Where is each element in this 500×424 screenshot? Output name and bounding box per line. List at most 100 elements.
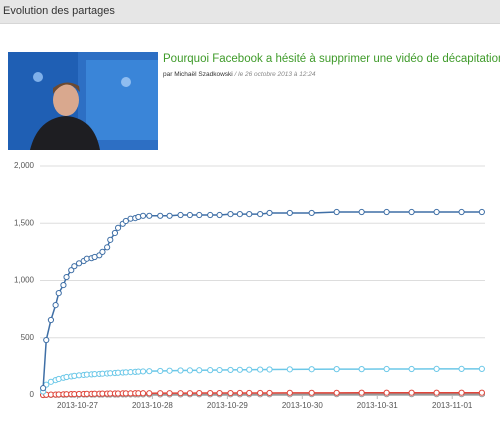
data-point bbox=[146, 390, 153, 397]
data-point bbox=[227, 366, 234, 374]
data-point bbox=[266, 389, 273, 397]
data-point bbox=[358, 208, 365, 216]
data-point bbox=[216, 211, 223, 219]
data-point bbox=[157, 367, 164, 375]
data-point bbox=[333, 366, 340, 373]
data-point bbox=[196, 389, 203, 397]
data-point bbox=[146, 212, 153, 219]
data-point bbox=[216, 366, 223, 374]
y-tick-label: 1,000 bbox=[14, 276, 35, 285]
data-point bbox=[186, 390, 193, 397]
data-point bbox=[196, 211, 203, 219]
data-point bbox=[146, 368, 153, 375]
data-point bbox=[139, 390, 147, 397]
data-point bbox=[47, 316, 55, 324]
author[interactable]: par Michaël Szadkowski bbox=[163, 71, 233, 78]
article-title-text[interactable]: Pourquoi Facebook a hésité à supprimer u… bbox=[163, 53, 500, 65]
x-tick-label: 2013-10-31 bbox=[357, 401, 398, 410]
data-point bbox=[236, 366, 243, 373]
data-point bbox=[408, 389, 415, 396]
article-photo[interactable] bbox=[8, 52, 158, 150]
data-point bbox=[333, 208, 340, 216]
data-point bbox=[99, 248, 106, 255]
data-point bbox=[227, 210, 234, 218]
y-tick-label: 1,500 bbox=[14, 218, 35, 227]
data-point bbox=[236, 389, 243, 397]
article-title[interactable]: Pourquoi Facebook a hésité à supprimer u… bbox=[163, 52, 500, 65]
data-point bbox=[433, 389, 440, 396]
data-point bbox=[177, 390, 184, 397]
x-tick-label: 2013-10-29 bbox=[207, 401, 248, 410]
data-point bbox=[207, 367, 214, 374]
data-point bbox=[196, 367, 203, 374]
data-point bbox=[216, 389, 223, 397]
chart: 0 500 1,000 1,500 2,000 2013-10-27 2013-10-28 2… bbox=[14, 161, 485, 410]
data-point bbox=[383, 365, 390, 373]
data-point bbox=[257, 389, 264, 397]
data-point bbox=[114, 224, 122, 231]
x-tick-label: 2013-11-01 bbox=[432, 401, 473, 410]
x-tick-label: 2013-10-30 bbox=[282, 401, 323, 410]
data-point bbox=[458, 365, 465, 372]
data-point bbox=[358, 366, 365, 373]
data-point bbox=[286, 209, 293, 217]
data-point bbox=[55, 289, 62, 297]
data-point bbox=[246, 366, 253, 373]
x-tick-label: 2013-10-28 bbox=[132, 401, 173, 410]
data-point bbox=[308, 366, 315, 373]
x-tick-label: 2013-10-27 bbox=[57, 401, 98, 410]
data-point bbox=[257, 366, 264, 373]
data-point bbox=[308, 209, 315, 217]
data-point bbox=[308, 389, 315, 396]
data-point bbox=[478, 365, 485, 372]
data-point bbox=[458, 389, 465, 396]
y-tick-label: 0 bbox=[30, 390, 35, 399]
data-point bbox=[257, 210, 264, 218]
data-point bbox=[408, 365, 415, 373]
data-point bbox=[478, 208, 485, 216]
data-point bbox=[43, 336, 50, 344]
data-point bbox=[266, 366, 273, 373]
data-point bbox=[286, 389, 293, 396]
data-point bbox=[227, 389, 234, 397]
data-point bbox=[186, 367, 193, 374]
data-point bbox=[177, 211, 184, 219]
data-point bbox=[107, 236, 114, 243]
data-point bbox=[246, 389, 253, 397]
date: / le 26 octobre 2013 à 12:24 bbox=[234, 71, 316, 78]
data-point bbox=[166, 390, 173, 397]
data-point bbox=[60, 281, 67, 289]
data-point bbox=[139, 368, 147, 375]
data-point bbox=[186, 211, 193, 219]
data-point bbox=[111, 229, 119, 237]
data-point bbox=[408, 208, 415, 216]
byline: par Michaël Szadkowski / le 26 octobre 2… bbox=[163, 71, 316, 78]
data-point bbox=[40, 385, 47, 392]
data-point bbox=[207, 389, 214, 397]
data-point bbox=[139, 212, 147, 219]
data-point bbox=[157, 390, 164, 397]
data-point bbox=[266, 209, 273, 217]
y-tick-label: 500 bbox=[21, 333, 35, 342]
data-point bbox=[166, 367, 173, 374]
data-point bbox=[383, 208, 390, 216]
data-point bbox=[177, 367, 184, 374]
data-point bbox=[236, 210, 243, 218]
data-point bbox=[286, 366, 293, 373]
data-point bbox=[433, 208, 440, 216]
data-point bbox=[358, 389, 365, 396]
data-point bbox=[157, 212, 164, 219]
data-point bbox=[383, 389, 390, 396]
data-point bbox=[333, 389, 340, 396]
data-point bbox=[458, 208, 465, 216]
data-point bbox=[207, 211, 214, 219]
section-header: Evolution des partages bbox=[0, 0, 500, 24]
data-point bbox=[52, 302, 59, 309]
data-point bbox=[166, 212, 173, 219]
data-point bbox=[63, 273, 70, 281]
data-point bbox=[68, 267, 75, 274]
data-point bbox=[71, 263, 78, 270]
data-point bbox=[478, 389, 485, 396]
data-point bbox=[104, 244, 111, 251]
